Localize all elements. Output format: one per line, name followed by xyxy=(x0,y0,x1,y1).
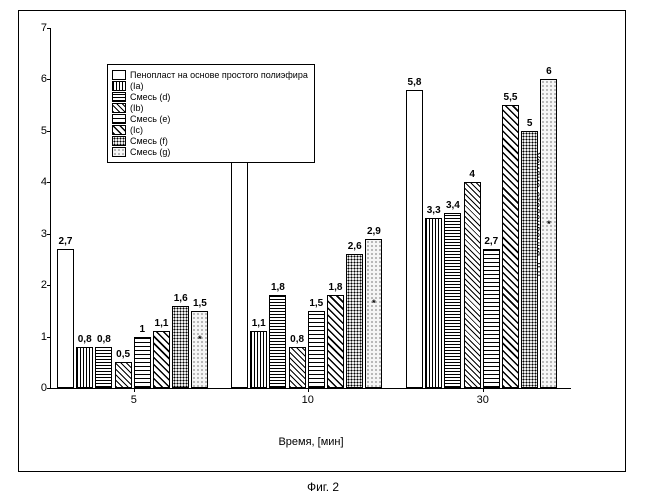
bar-10-F xyxy=(327,295,344,388)
bar-value-label: 5,5 xyxy=(504,92,518,103)
bar-30-A xyxy=(406,90,423,388)
bar-10-D xyxy=(289,347,306,388)
bar-10-H xyxy=(365,239,382,388)
legend-label: Смесь (f) xyxy=(130,136,168,146)
bar-value-label: 5 xyxy=(527,118,533,129)
legend-swatch xyxy=(112,125,126,135)
bar-value-label: 2,9 xyxy=(367,226,381,237)
bar-value-label: 0,8 xyxy=(290,334,304,345)
bar-30-F xyxy=(502,105,519,388)
x-tick xyxy=(483,388,484,392)
bar-10-E xyxy=(308,311,325,388)
legend-item: Смесь (d) xyxy=(112,92,308,102)
legend-label: Пенопласт на основе простого полиэфира xyxy=(130,70,308,80)
bar-value-label: 1 xyxy=(140,324,146,335)
legend-swatch xyxy=(112,147,126,157)
bar-30-H xyxy=(540,79,557,388)
y-tick-label: 3 xyxy=(29,228,47,240)
bar-value-label: 0,5 xyxy=(116,349,130,360)
bar-value-label: 5,8 xyxy=(408,77,422,88)
legend-item: (Ic) xyxy=(112,125,308,135)
y-tick xyxy=(47,28,51,29)
y-tick xyxy=(47,388,51,389)
bar-mid-mark: * xyxy=(198,334,202,344)
legend-item: Смесь (g) xyxy=(112,147,308,157)
bar-value-label: 2,7 xyxy=(484,236,498,247)
y-tick-label: 1 xyxy=(29,331,47,343)
bar-30-C xyxy=(444,213,461,388)
bar-value-label: 2,7 xyxy=(59,236,73,247)
y-tick-label: 6 xyxy=(29,73,47,85)
bar-value-label: 1,1 xyxy=(252,318,266,329)
legend-item: Пенопласт на основе простого полиэфира xyxy=(112,70,308,80)
legend-label: (Ic) xyxy=(130,125,143,135)
legend-item: (Ib) xyxy=(112,103,308,113)
y-tick-label: 4 xyxy=(29,176,47,188)
legend-item: Смесь (e) xyxy=(112,114,308,124)
bar-5-H xyxy=(191,311,208,388)
bar-5-C xyxy=(95,347,112,388)
legend-swatch xyxy=(112,103,126,113)
legend-swatch xyxy=(112,114,126,124)
bar-10-C xyxy=(269,295,286,388)
bar-value-label: 1,6 xyxy=(174,293,188,304)
legend-label: Смесь (g) xyxy=(130,147,170,157)
y-tick-label: 0 xyxy=(29,382,47,394)
x-tick-label: 30 xyxy=(477,394,489,406)
legend-label: (Ia) xyxy=(130,81,144,91)
bar-10-G xyxy=(346,254,363,388)
bar-value-label: 4 xyxy=(469,169,475,180)
bar-value-label: 3,3 xyxy=(427,205,441,216)
y-tick xyxy=(47,131,51,132)
bar-value-label: 2,6 xyxy=(348,241,362,252)
figure-caption: Фиг. 2 xyxy=(0,480,646,494)
legend-swatch xyxy=(112,92,126,102)
legend-item: (Ia) xyxy=(112,81,308,91)
bar-30-B xyxy=(425,218,442,388)
bar-mid-mark: * xyxy=(547,219,551,229)
y-tick xyxy=(47,79,51,80)
legend-label: Смесь (d) xyxy=(130,92,170,102)
legend-item: Смесь (f) xyxy=(112,136,308,146)
bar-value-label: 0,8 xyxy=(97,334,111,345)
bar-30-E xyxy=(483,249,500,388)
bar-5-G xyxy=(172,306,189,388)
legend: Пенопласт на основе простого полиэфира(I… xyxy=(107,64,315,163)
legend-swatch xyxy=(112,136,126,146)
x-tick-label: 5 xyxy=(131,394,137,406)
y-tick xyxy=(47,337,51,338)
x-tick xyxy=(134,388,135,392)
bar-value-label: 3,4 xyxy=(446,200,460,211)
bar-5-F xyxy=(153,331,170,388)
y-tick xyxy=(47,182,51,183)
plot-area: Усилие отслаивания, [Н] Время, [мин] 012… xyxy=(50,28,571,389)
bar-5-B xyxy=(76,347,93,388)
y-tick xyxy=(47,285,51,286)
bar-mid-mark: * xyxy=(372,298,376,308)
x-axis-label: Время, [мин] xyxy=(51,436,571,448)
y-tick xyxy=(47,234,51,235)
x-tick xyxy=(308,388,309,392)
bar-30-G xyxy=(521,131,538,388)
legend-label: Смесь (e) xyxy=(130,114,170,124)
bar-value-label: 0,8 xyxy=(78,334,92,345)
legend-swatch xyxy=(112,70,126,80)
x-tick-label: 10 xyxy=(302,394,314,406)
y-tick-label: 5 xyxy=(29,125,47,137)
y-tick-label: 2 xyxy=(29,279,47,291)
bar-value-label: 1,1 xyxy=(155,318,169,329)
legend-label: (Ib) xyxy=(130,103,144,113)
bar-5-E xyxy=(134,337,151,388)
bar-10-B xyxy=(250,331,267,388)
y-tick-label: 7 xyxy=(29,22,47,34)
bar-30-D xyxy=(464,182,481,388)
bar-value-label: 1,8 xyxy=(271,282,285,293)
bar-5-D xyxy=(115,362,132,388)
bar-value-label: 1,8 xyxy=(329,282,343,293)
legend-swatch xyxy=(112,81,126,91)
bar-value-label: 6 xyxy=(546,66,552,77)
bar-value-label: 1,5 xyxy=(193,298,207,309)
bar-5-A xyxy=(57,249,74,388)
bar-value-label: 1,5 xyxy=(309,298,323,309)
